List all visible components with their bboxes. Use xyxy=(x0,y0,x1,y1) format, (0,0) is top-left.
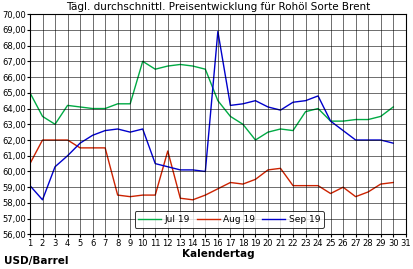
Text: USD/Barrel: USD/Barrel xyxy=(4,256,69,266)
Aug 19 xyxy=(203,193,208,197)
Sep 19 xyxy=(353,138,358,141)
Aug 19 xyxy=(78,146,83,150)
Jul 19 xyxy=(378,115,383,118)
Jul 19 xyxy=(240,123,245,126)
Jul 19 xyxy=(90,107,95,110)
Sep 19 xyxy=(28,184,33,187)
Aug 19 xyxy=(366,190,370,194)
Jul 19 xyxy=(216,99,221,102)
Jul 19 xyxy=(165,65,170,68)
Aug 19 xyxy=(316,184,320,187)
Aug 19 xyxy=(190,198,195,201)
Jul 19 xyxy=(290,129,295,132)
Aug 19 xyxy=(128,195,133,198)
Aug 19 xyxy=(153,193,158,197)
Sep 19 xyxy=(65,154,70,157)
Sep 19 xyxy=(115,128,120,131)
Jul 19 xyxy=(391,105,396,109)
Jul 19 xyxy=(40,115,45,118)
Line: Jul 19: Jul 19 xyxy=(30,61,393,140)
Aug 19 xyxy=(378,182,383,186)
Aug 19 xyxy=(40,138,45,141)
Jul 19 xyxy=(190,65,195,68)
Sep 19 xyxy=(52,165,57,168)
Aug 19 xyxy=(328,192,333,195)
Aug 19 xyxy=(52,138,57,141)
Jul 19 xyxy=(103,107,108,110)
Aug 19 xyxy=(240,182,245,186)
Sep 19 xyxy=(178,168,183,172)
Jul 19 xyxy=(266,130,271,134)
Sep 19 xyxy=(90,134,95,137)
Aug 19 xyxy=(216,187,221,190)
Sep 19 xyxy=(290,101,295,104)
Sep 19 xyxy=(78,141,83,145)
Sep 19 xyxy=(316,94,320,98)
Sep 19 xyxy=(341,129,346,132)
Jul 19 xyxy=(203,68,208,71)
Sep 19 xyxy=(378,138,383,141)
Sep 19 xyxy=(203,170,208,173)
Aug 19 xyxy=(178,197,183,200)
Jul 19 xyxy=(128,102,133,105)
Sep 19 xyxy=(216,30,221,33)
Sep 19 xyxy=(165,165,170,168)
Aug 19 xyxy=(303,184,308,187)
Jul 19 xyxy=(316,107,320,110)
Aug 19 xyxy=(341,186,346,189)
Sep 19 xyxy=(153,162,158,165)
Jul 19 xyxy=(78,105,83,109)
Aug 19 xyxy=(103,146,108,150)
Jul 19 xyxy=(115,102,120,105)
Jul 19 xyxy=(278,128,283,131)
Title: Tägl. durchschnittl. Preisentwicklung für Rohöl Sorte Brent: Tägl. durchschnittl. Preisentwicklung fü… xyxy=(66,2,370,12)
Aug 19 xyxy=(165,149,170,153)
Jul 19 xyxy=(303,110,308,113)
Aug 19 xyxy=(228,181,233,184)
Sep 19 xyxy=(366,138,370,141)
Jul 19 xyxy=(328,119,333,123)
Sep 19 xyxy=(278,108,283,112)
Jul 19 xyxy=(140,60,145,63)
Sep 19 xyxy=(40,198,45,201)
Sep 19 xyxy=(240,102,245,105)
Jul 19 xyxy=(153,68,158,71)
Aug 19 xyxy=(278,167,283,170)
Line: Sep 19: Sep 19 xyxy=(30,31,393,200)
Aug 19 xyxy=(28,162,33,165)
Jul 19 xyxy=(341,119,346,123)
Aug 19 xyxy=(266,168,271,172)
Sep 19 xyxy=(190,168,195,172)
Jul 19 xyxy=(366,118,370,121)
Sep 19 xyxy=(140,128,145,131)
Aug 19 xyxy=(115,193,120,197)
Jul 19 xyxy=(253,138,258,141)
Sep 19 xyxy=(253,99,258,102)
Sep 19 xyxy=(266,105,271,109)
Line: Aug 19: Aug 19 xyxy=(30,140,393,200)
Sep 19 xyxy=(103,129,108,132)
Sep 19 xyxy=(328,119,333,123)
Jul 19 xyxy=(28,91,33,94)
Sep 19 xyxy=(128,130,133,134)
Jul 19 xyxy=(65,104,70,107)
Sep 19 xyxy=(303,99,308,102)
Aug 19 xyxy=(90,146,95,150)
Jul 19 xyxy=(353,118,358,121)
Sep 19 xyxy=(391,141,396,145)
Jul 19 xyxy=(178,63,183,66)
Aug 19 xyxy=(65,138,70,141)
Aug 19 xyxy=(253,178,258,181)
Jul 19 xyxy=(228,115,233,118)
Aug 19 xyxy=(391,181,396,184)
Aug 19 xyxy=(290,184,295,187)
Sep 19 xyxy=(228,104,233,107)
Legend: Jul 19, Aug 19, Sep 19: Jul 19, Aug 19, Sep 19 xyxy=(135,211,324,228)
Aug 19 xyxy=(353,195,358,198)
Jul 19 xyxy=(52,123,57,126)
X-axis label: Kalendertag: Kalendertag xyxy=(182,249,254,259)
Aug 19 xyxy=(140,193,145,197)
